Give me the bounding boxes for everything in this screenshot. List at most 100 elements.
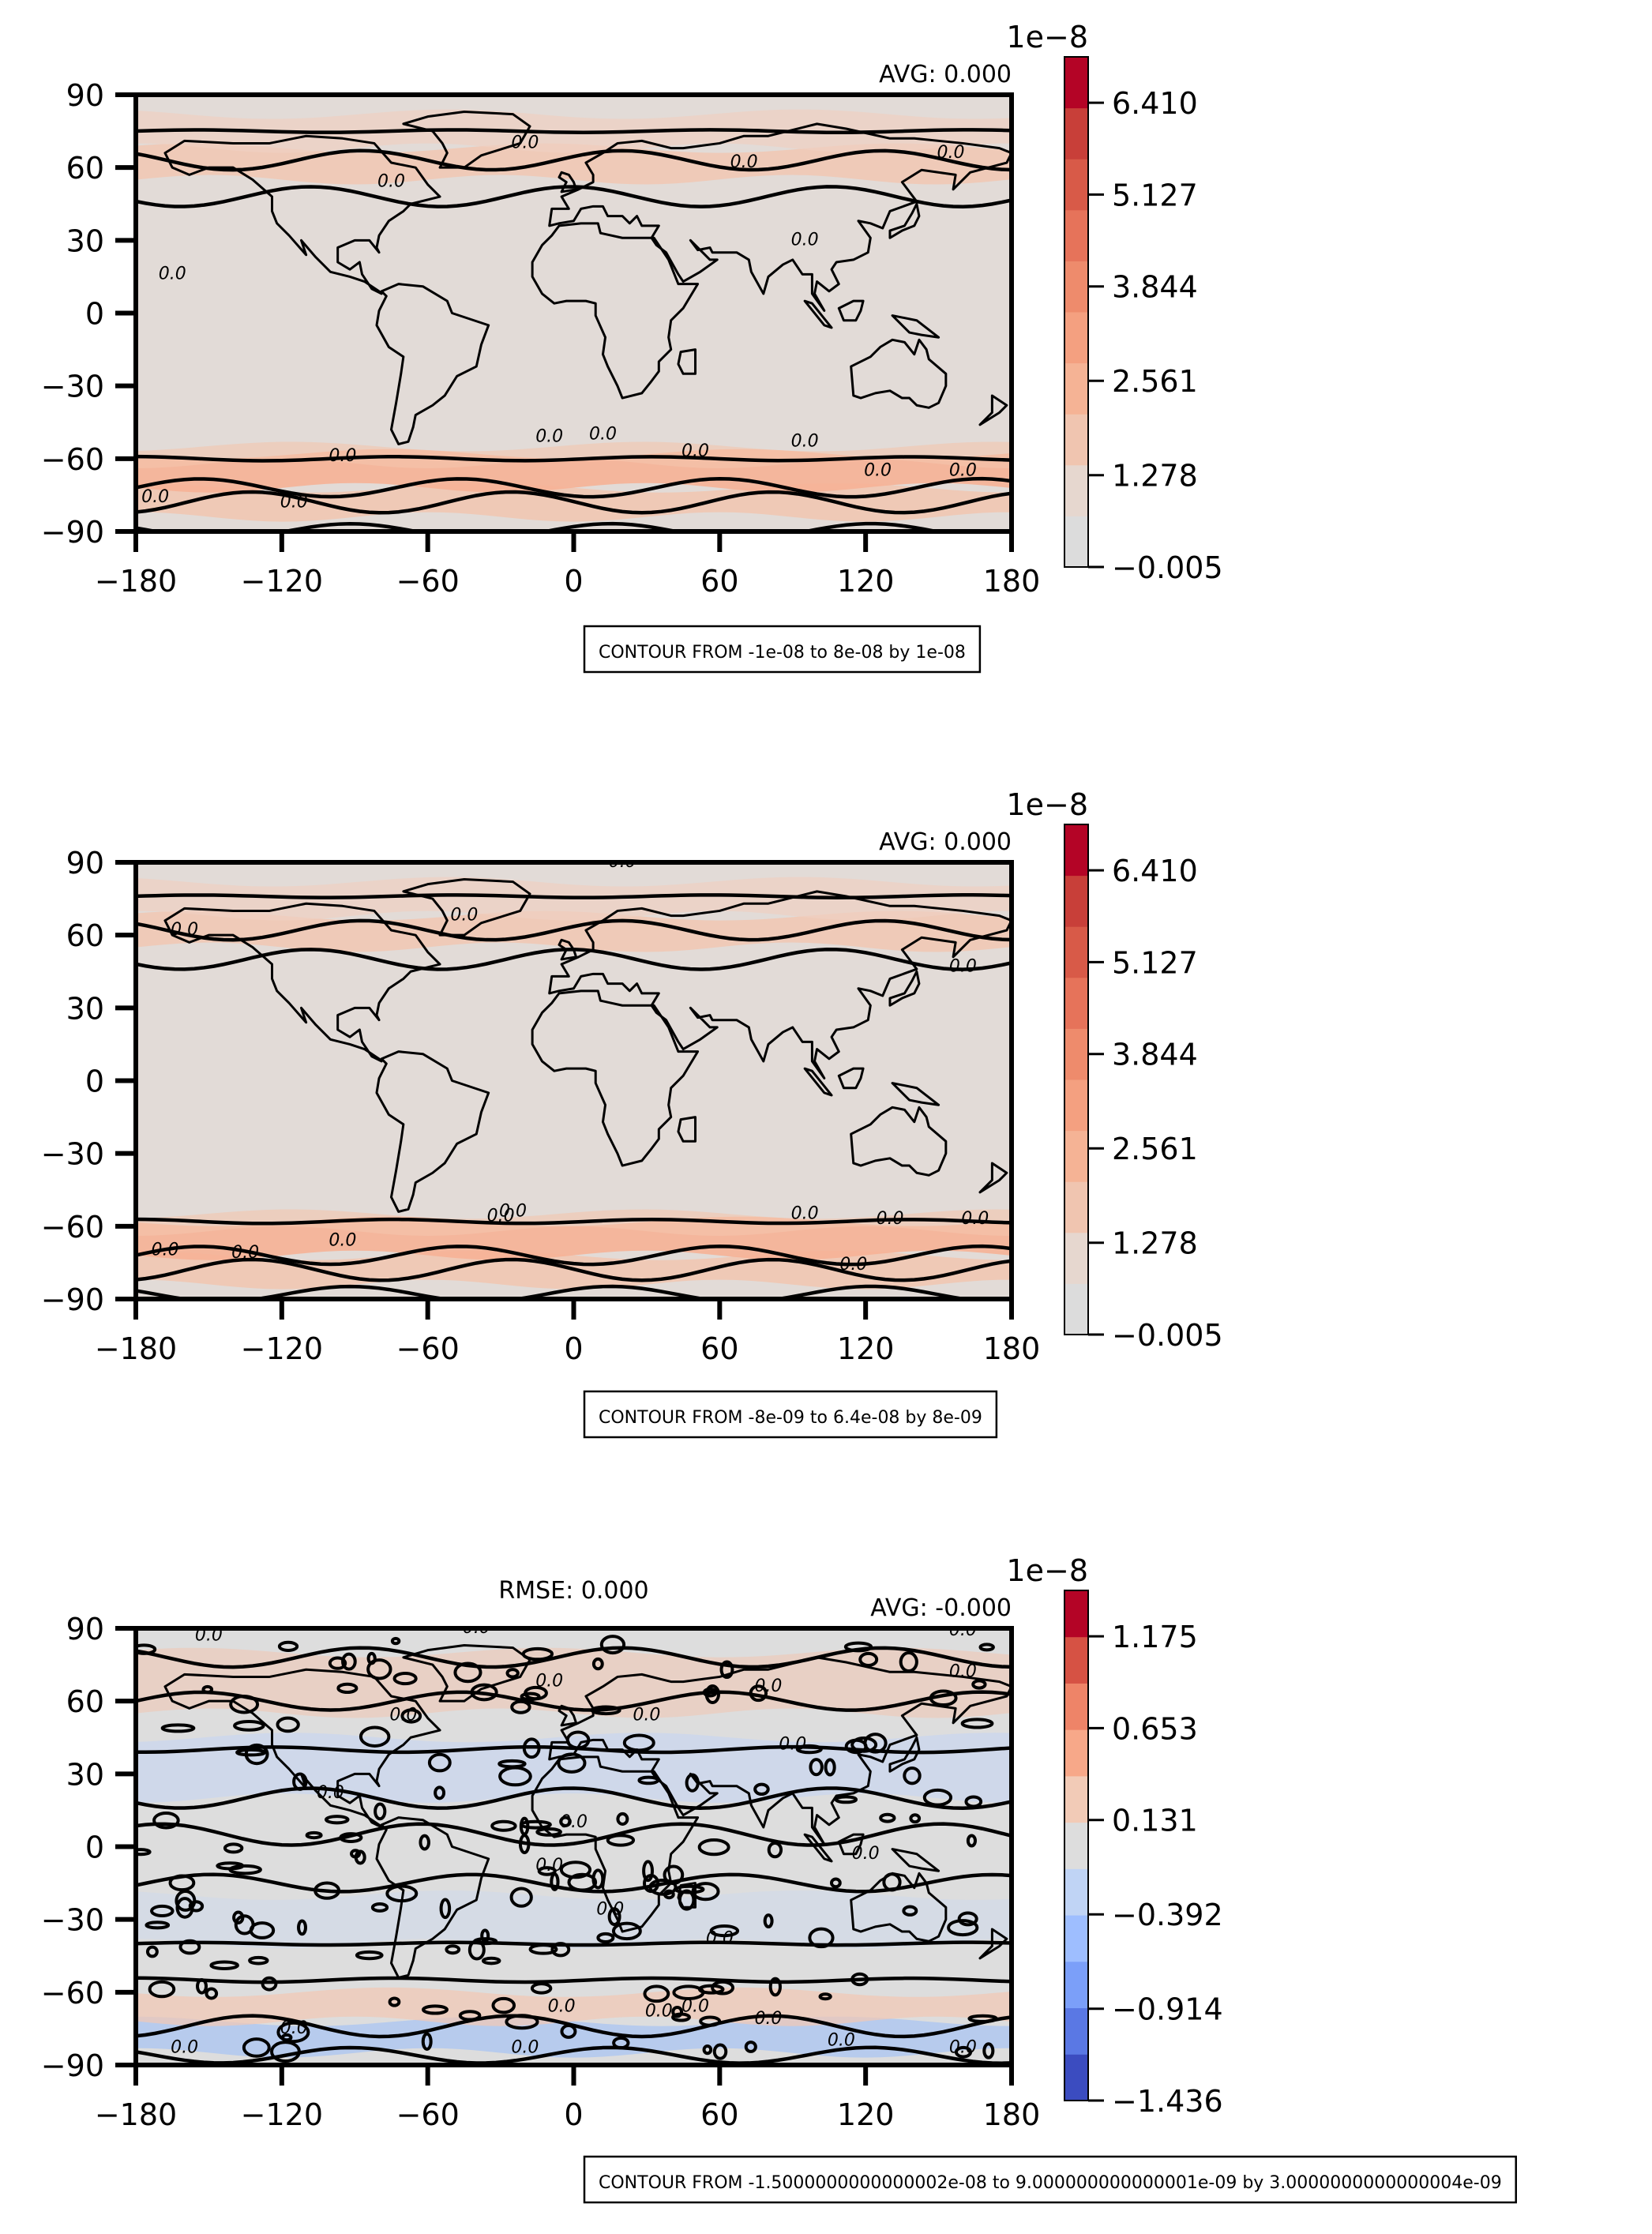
contour-label: 0.0 [159,264,186,283]
contour-line [702,1687,718,1698]
contour-line [145,1920,171,1930]
colorbar-segment [1064,1130,1088,1182]
colorbar-tick-label: 6.410 [1112,86,1198,121]
contour-label: 0.0 [535,426,563,446]
contour-label: 0.0 [329,446,356,466]
contour-label: 0.0 [949,460,977,480]
contour-line [136,1217,1012,1226]
contour-line [385,1884,419,1903]
contour-label: 0.0 [961,1209,989,1229]
contour-line [280,2033,293,2042]
map-panel-bottom: 0.0 0.0 0.0 0.0 0.0 0.0 0.0 0.0 0.0 0.0 0.0 0.0 0.0 0… [41,1553,1517,2204]
contour-line [188,1900,205,1913]
contour-line [148,1980,176,1999]
colorbar-segment [1064,1636,1088,1684]
contour-line [509,1887,533,1908]
contour-line [136,454,1012,463]
contour-line [374,1802,387,1821]
colorbar-frame [1064,1590,1089,2101]
colorbar-tick-label: −0.005 [1112,550,1223,585]
contour-line [753,1782,770,1797]
contour-range-label: CONTOUR FROM -1e-08 to 8e-08 by 1e-08 [599,643,966,663]
contour-label: 0.0 [535,1672,563,1691]
contour-line [971,1679,987,1690]
contour-label: 0.0 [171,2038,198,2058]
contour-line [522,1737,541,1759]
colorbar-segment [1064,824,1088,877]
contour-line [767,1841,783,1859]
coastline-sumatra [803,1833,833,1863]
contour-line [565,1730,591,1750]
contour-line [201,1684,214,1695]
y-tick-label: 30 [66,991,104,1026]
x-tick-label: 60 [700,1331,738,1366]
contour-line [136,1690,1012,1712]
colorbar-segment [1064,516,1088,568]
contour-line [136,1284,978,1299]
contour-label: 0.0 [450,906,478,926]
contour-line [324,1815,350,1825]
contour-line [292,1772,308,1791]
contour-line [205,1987,219,2000]
contour-line [473,1937,498,1946]
coastline-madagascar [677,1116,697,1143]
contour-line [559,1860,592,1879]
contour-line [421,2004,449,2015]
y-tick-label: 0 [85,1830,104,1865]
contour-line [178,1939,201,1955]
colorbar-tick-label: 0.653 [1112,1711,1198,1746]
contour-line [136,1244,1012,1267]
contour-line [427,1752,452,1773]
contour-line [355,1950,384,1961]
coastline-madagascar [677,348,697,375]
contour-line [521,1646,554,1661]
contour-line [947,1919,979,1937]
contour-line [818,1992,832,2001]
colorbar-segment [1064,1079,1088,1132]
contour-line [843,1641,873,1653]
contour-line [672,1984,705,2000]
colorbar-segment [1064,875,1088,927]
rmse-label: RMSE: 0.000 [498,1577,648,1605]
contour-line [150,1904,175,1917]
contour-line [612,2036,630,2050]
field-band [136,143,1012,185]
contour-line [434,1785,446,1800]
contour-line [616,1812,629,1826]
contour-line [136,1786,1012,1811]
x-tick-label: −120 [241,1331,323,1366]
colorbar-segment [1064,159,1088,211]
contour-label: 0.0 [596,1900,624,1920]
y-tick-label: 30 [66,1757,104,1792]
colorbar-tick-label: 5.127 [1112,945,1198,980]
contour-line [490,1819,517,1832]
contour-line [491,1996,516,2014]
contour-line [419,1834,430,1851]
contour-line [168,1874,196,1892]
colorbar-segment [1064,1283,1088,1335]
contour-line [136,2045,1012,2065]
coastline-new-guinea [891,1082,941,1106]
contour-label: 0.0 [852,1844,880,1864]
contour-label: 0.0 [317,1783,344,1803]
contour-line [400,1708,422,1724]
colorbar-tick-label: 0.131 [1112,1804,1198,1838]
coastline-south-america [375,283,490,445]
y-tick-label: −30 [41,1903,104,1938]
contour-line [744,2041,757,2053]
contour-label: 0.0 [949,2038,977,2058]
contour-line [445,1944,461,1955]
coastline-south-america [375,1050,490,1213]
contour-line [560,2024,577,2039]
x-tick-label: 60 [700,2097,738,2132]
contour-line [350,1849,362,1859]
x-tick-label: 180 [983,564,1041,599]
contour-line [421,2032,433,2051]
x-tick-label: 0 [564,564,583,599]
contour-line [244,1743,269,1766]
colorbar-tick-label: 5.127 [1112,178,1198,212]
contour-label: 0.0 [171,920,198,940]
contour-line [550,1942,571,1958]
contour-line [671,2005,684,2018]
contour-range-box [583,2155,1517,2204]
